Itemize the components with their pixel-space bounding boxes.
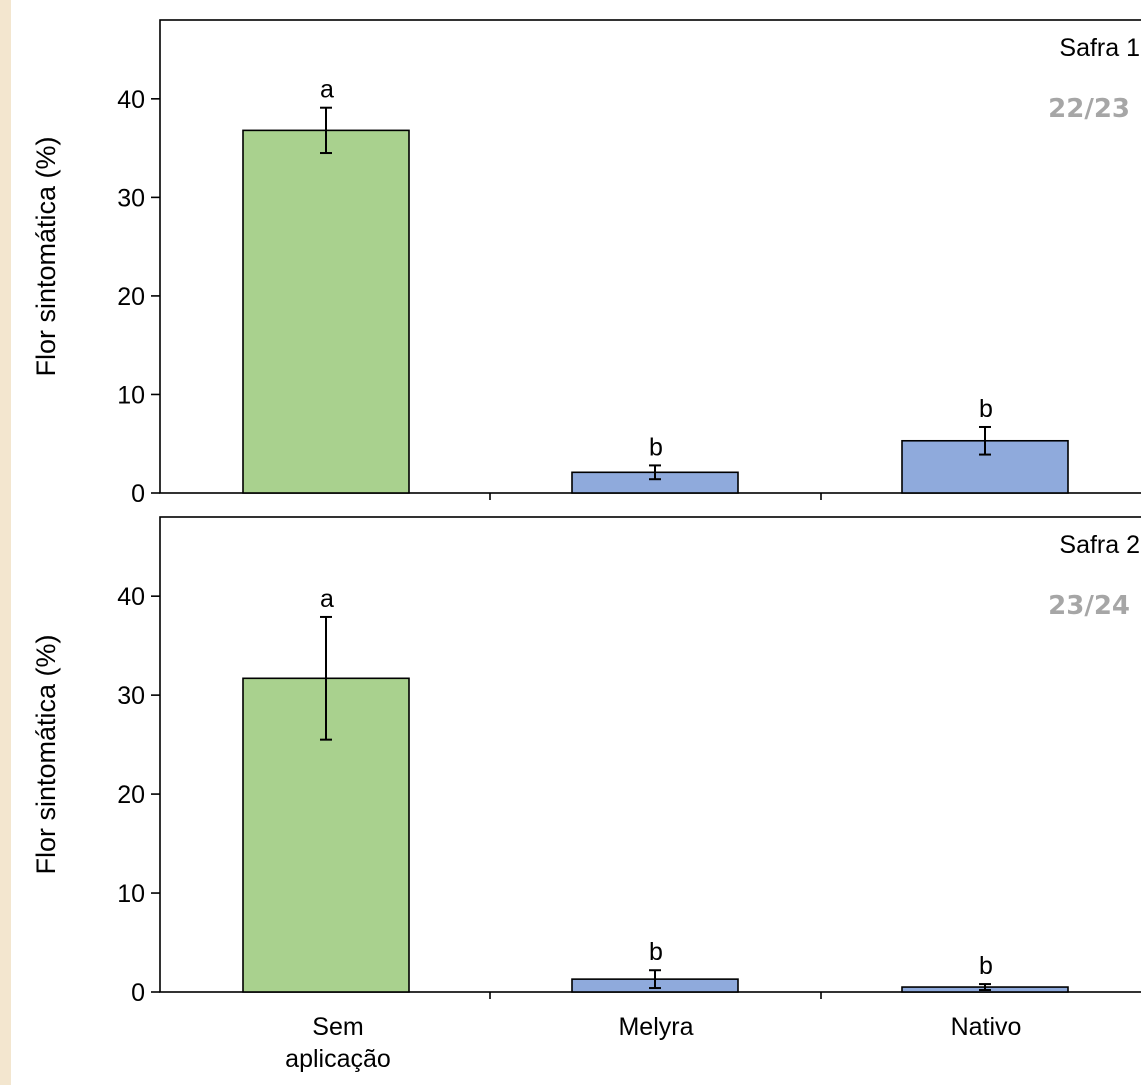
x-category-label: aplicação [285, 1045, 391, 1073]
x-category-label: Melyra [618, 1013, 693, 1041]
y-tick-label: 30 [117, 682, 145, 710]
y-tick-label: 0 [131, 979, 145, 1007]
bar-1 [242, 129, 410, 494]
season-label: 23/24 [1048, 591, 1130, 621]
y-tick-label: 0 [131, 480, 145, 508]
significance-letter: b [979, 395, 993, 423]
y-tick-label: 40 [117, 583, 145, 611]
y-axis-label: Flor sintomática (%) [31, 136, 61, 376]
significance-letter: b [649, 938, 663, 966]
y-axis-label: Flor sintomática (%) [31, 634, 61, 874]
y-tick-label: 10 [117, 880, 145, 908]
y-tick-label: 20 [117, 283, 145, 311]
significance-letter: b [649, 433, 663, 461]
season-label: 22/23 [1048, 94, 1130, 124]
chart-svg: 0 10 20 30 40 Flor sintomática (%) a b b Safra 1 2… [31, 19, 1141, 1073]
x-category-label: Sem [312, 1013, 363, 1041]
y-tick-label: 10 [117, 381, 145, 409]
x-category-label: Nativo [951, 1013, 1022, 1041]
significance-letter: b [979, 952, 993, 980]
significance-letter: a [320, 76, 334, 104]
y-tick-label: 20 [117, 781, 145, 809]
significance-letter: a [320, 585, 334, 613]
panel-label: Safra 2 [1059, 531, 1140, 559]
figure: 0 10 20 30 40 Flor sintomática (%) a b b Safra 1 2… [11, 0, 1141, 1085]
panel-label: Safra 1 [1059, 34, 1140, 62]
y-tick-label: 40 [117, 86, 145, 114]
y-tick-label: 30 [117, 184, 145, 212]
